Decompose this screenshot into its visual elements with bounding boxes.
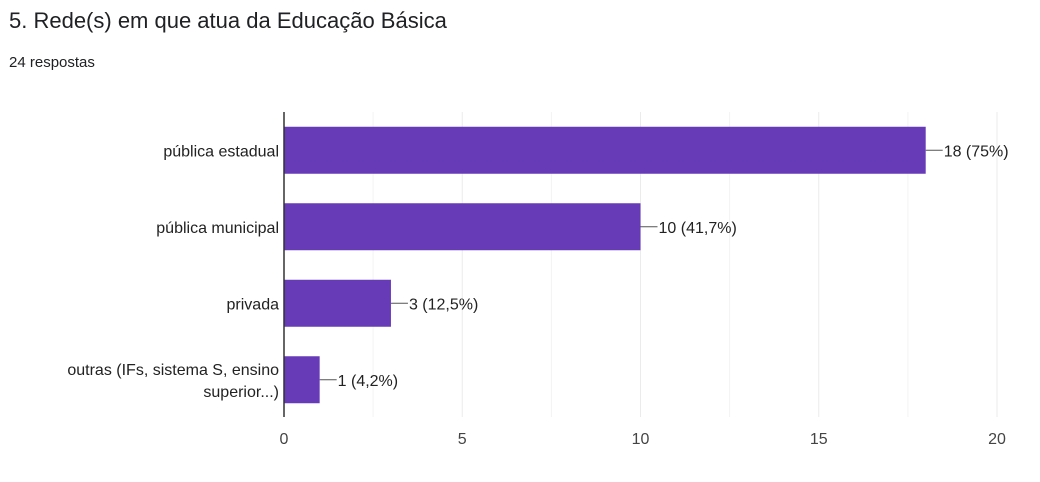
x-tick-label: 10 (632, 431, 650, 448)
category-label: superior...) (203, 384, 279, 401)
data-label: 1 (4,2%) (338, 373, 398, 390)
bar (284, 203, 641, 251)
data-label: 3 (12,5%) (409, 296, 478, 313)
category-label: privada (227, 296, 280, 313)
category-label: pública municipal (156, 220, 279, 237)
bar (284, 126, 926, 174)
response-count: 24 respostas (9, 54, 95, 71)
data-label: 18 (75%) (944, 143, 1009, 160)
x-tick-label: 5 (458, 431, 467, 448)
x-tick-label: 20 (988, 431, 1006, 448)
category-label: pública estadual (163, 143, 279, 160)
x-tick-label: 0 (280, 431, 289, 448)
category-label: outras (IFs, sistema S, ensino (67, 362, 279, 379)
x-tick-label: 15 (810, 431, 828, 448)
page-title: 5. Rede(s) em que atua da Educação Básic… (9, 8, 447, 33)
bar (284, 356, 320, 404)
data-label: 10 (41,7%) (659, 220, 737, 237)
bar (284, 279, 391, 327)
